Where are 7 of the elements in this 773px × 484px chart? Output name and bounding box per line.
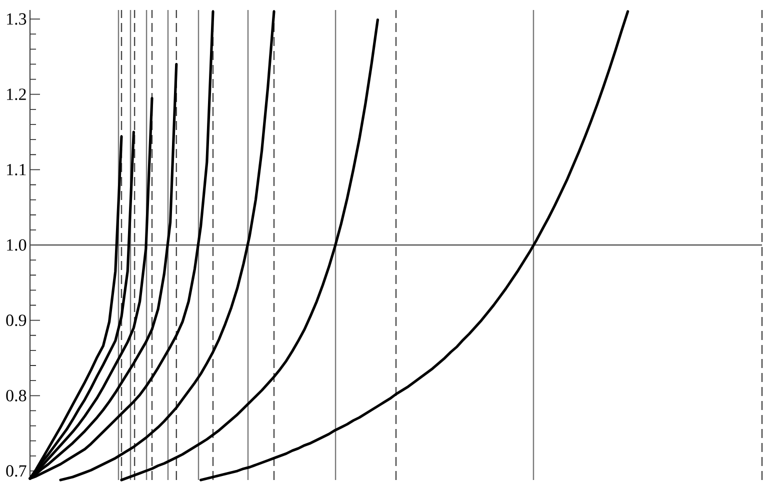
y-tick-label: 0.9 — [6, 314, 26, 326]
y-tick-label: 0.7 — [6, 465, 26, 477]
y-tick-label: 1.2 — [7, 88, 26, 100]
y-tick-label: 0.8 — [6, 390, 26, 402]
y-tick-label: 1.3 — [7, 13, 26, 25]
y-tick-label: 1.0 — [7, 239, 26, 251]
y-tick-label: 1.1 — [7, 164, 26, 176]
